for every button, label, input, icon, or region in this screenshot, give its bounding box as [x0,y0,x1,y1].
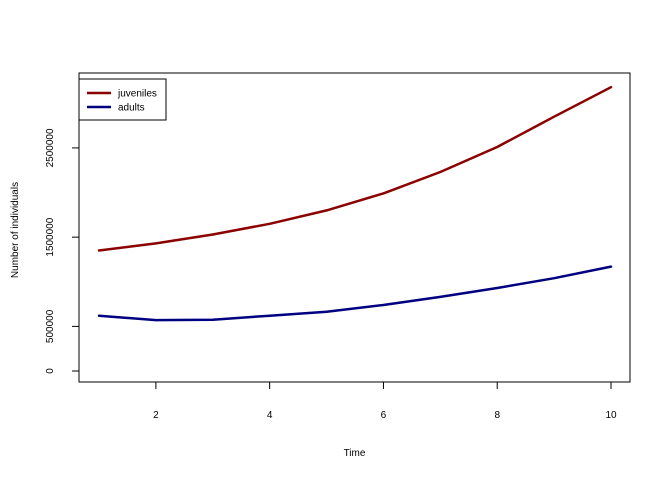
x-tick-label: 10 [605,410,617,421]
y-axis: 0 500000 1500000 2500000 [45,128,80,374]
series-line-adults [97,265,613,322]
legend-label-adults: adults [118,103,145,114]
x-tick-label: 8 [494,410,500,421]
x-axis-label: Time [344,448,366,459]
x-tick-label: 6 [381,410,387,421]
x-axis: 2 4 6 8 10 [153,381,617,421]
series-line-juveniles [97,85,613,252]
y-tick-label: 2500000 [45,128,56,167]
y-tick-label: 0 [45,368,56,374]
legend: juveniles adults [78,78,167,121]
x-tick-label: 2 [153,410,159,421]
legend-box [78,78,167,121]
legend-label-juveniles: juveniles [117,89,157,100]
y-tick-label: 500000 [45,309,56,343]
y-axis-label: Number of individuals [10,182,21,278]
series-lines [97,85,613,322]
x-tick-label: 4 [267,410,273,421]
y-tick-label: 1500000 [45,217,56,256]
